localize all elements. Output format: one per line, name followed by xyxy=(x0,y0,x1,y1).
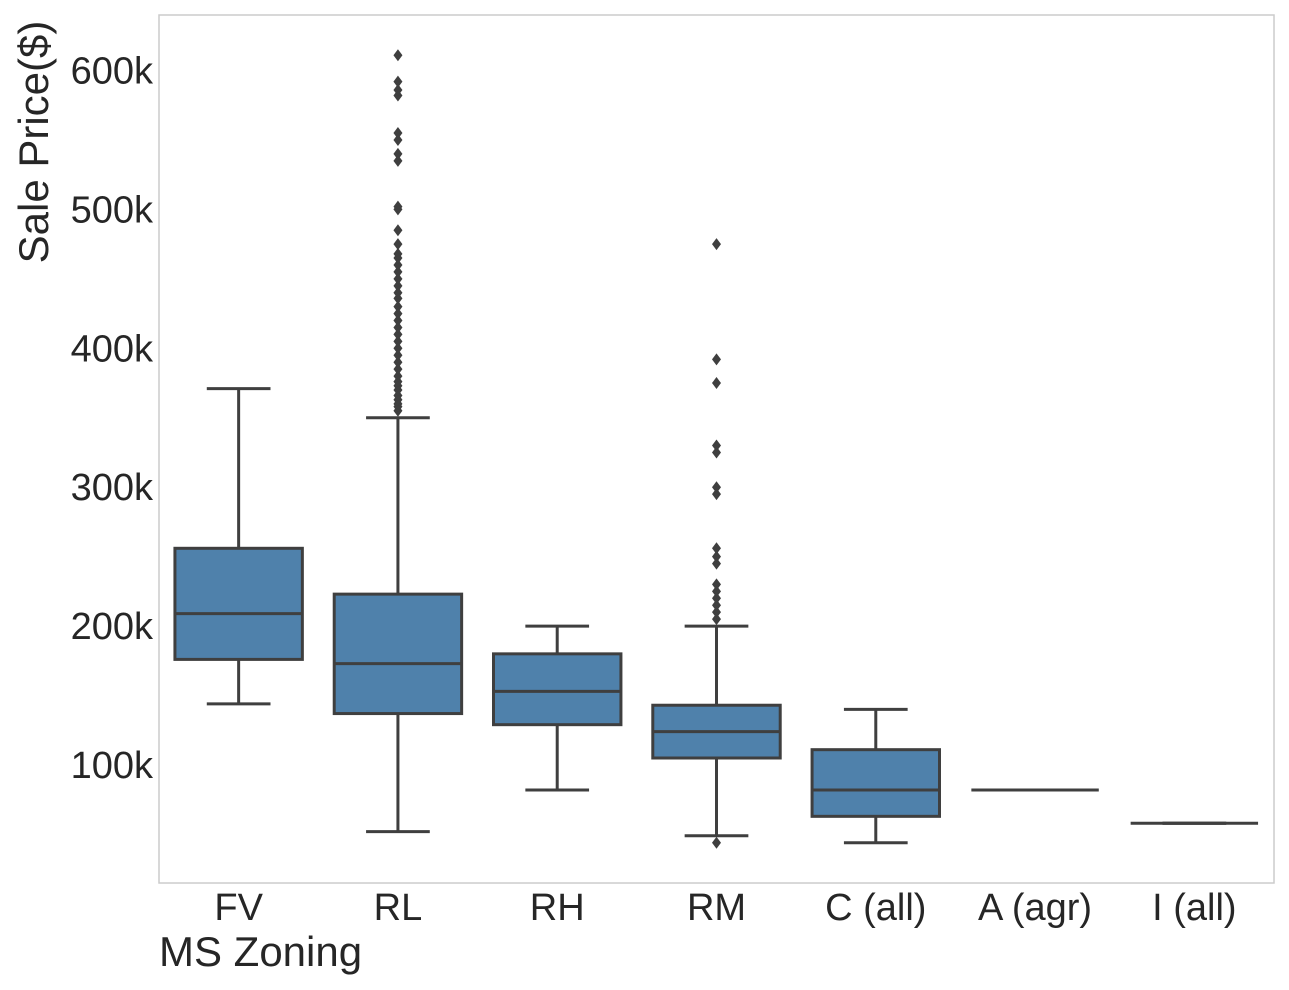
outlier-point xyxy=(393,200,403,213)
outlier-point xyxy=(712,578,721,591)
outlier-point xyxy=(393,133,403,146)
outlier-point xyxy=(712,613,721,626)
outlier-point xyxy=(712,353,721,366)
outlier-point xyxy=(712,599,721,612)
boxes-layer xyxy=(173,49,1259,849)
outlier-point xyxy=(393,335,403,348)
outlier-point xyxy=(393,321,403,334)
outlier-point xyxy=(393,238,403,251)
outlier-point xyxy=(393,224,403,237)
outlier-point xyxy=(393,247,403,260)
outlier-point xyxy=(393,75,403,88)
outlier-point xyxy=(393,286,403,299)
outlier-point xyxy=(712,557,721,570)
box-group xyxy=(492,624,623,792)
box-group xyxy=(332,49,464,834)
y-tick-label: 600k xyxy=(71,51,154,93)
outlier-point xyxy=(712,542,721,555)
box-group xyxy=(651,238,782,849)
outlier-point xyxy=(712,585,721,598)
x-tick-label: RM xyxy=(687,887,746,929)
box-iqr xyxy=(810,748,941,818)
outlier-point xyxy=(393,307,403,320)
outlier-point xyxy=(393,314,403,327)
outlier-point xyxy=(393,356,403,369)
outlier-point xyxy=(393,328,403,341)
outlier-point xyxy=(393,258,403,271)
outlier-point xyxy=(393,265,403,278)
outlier-point xyxy=(393,349,403,362)
y-tick-labels: 100k 200k 300k 400k 500k 600k xyxy=(71,51,154,787)
y-tick-label: 500k xyxy=(71,189,154,231)
y-tick-label: 200k xyxy=(71,606,154,648)
outlier-point xyxy=(393,370,403,383)
y-axis-label: Sale Price($) xyxy=(10,21,57,264)
outlier-point xyxy=(393,127,403,140)
y-tick-label: 400k xyxy=(71,328,154,370)
outlier-point xyxy=(712,238,721,251)
outlier-point xyxy=(712,481,721,494)
outlier-point xyxy=(712,439,721,452)
outlier-point xyxy=(712,592,721,605)
x-tick-label: RL xyxy=(374,887,423,929)
x-tick-label: I (all) xyxy=(1152,887,1236,929)
x-tick-label: C (all) xyxy=(825,887,926,929)
box-iqr xyxy=(173,546,304,661)
outlier-point xyxy=(712,446,721,459)
outlier-point xyxy=(393,154,403,167)
outlier-point xyxy=(712,377,721,390)
box-iqr xyxy=(492,652,623,727)
outlier-point xyxy=(712,550,721,563)
x-axis-label: MS Zoning xyxy=(159,928,362,975)
outlier-point xyxy=(393,342,403,355)
box-group xyxy=(810,707,941,845)
outlier-point xyxy=(393,49,403,62)
box-iqr xyxy=(332,592,464,716)
x-tick-label: A (agr) xyxy=(978,887,1092,929)
outlier-point xyxy=(393,147,403,160)
x-tick-labels: FV RL RH RM C (all) A (agr) I (all) xyxy=(214,887,1236,929)
outlier-point xyxy=(393,300,403,313)
outlier-point xyxy=(712,836,721,849)
outlier-point xyxy=(712,606,721,619)
y-tick-label: 100k xyxy=(71,745,154,787)
box-group xyxy=(173,387,304,706)
outlier-point xyxy=(393,83,403,96)
outlier-point xyxy=(393,272,403,285)
outlier-point xyxy=(393,363,403,376)
outlier-point xyxy=(393,279,403,292)
x-tick-label: RH xyxy=(530,887,585,929)
outlier-point xyxy=(712,488,721,501)
y-tick-label: 300k xyxy=(71,467,154,509)
x-tick-label: FV xyxy=(214,887,263,929)
